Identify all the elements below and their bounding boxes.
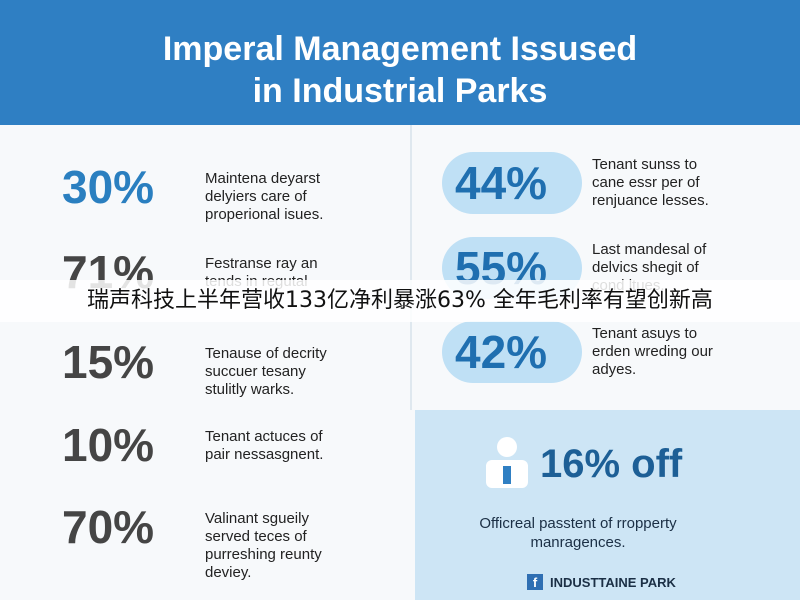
highlight-text: Officreal passtent of rropperty manragen… <box>430 514 726 552</box>
title-line: in Industrial Parks <box>252 72 548 110</box>
stat-text: delvics shegit of <box>592 259 699 276</box>
stat-value: 30% <box>62 161 155 213</box>
stat-value: 15% <box>62 336 155 388</box>
highlight-value: 16% off <box>540 442 683 486</box>
stat-text: Tenant sunss to <box>592 156 698 173</box>
stat-text: Maintena deyarst <box>205 170 321 187</box>
stat-text: erden wreding our <box>592 343 713 360</box>
stat-text: Valinant sgueily <box>205 510 309 527</box>
social-icon: f <box>527 574 543 590</box>
stat-text: Tenause of decrity <box>205 345 327 362</box>
title-line: Imperal Management Issused <box>162 30 638 68</box>
stat-text: succuer tesany <box>205 363 306 380</box>
stat-text: Festranse ray an <box>205 255 318 272</box>
header <box>0 0 800 125</box>
stat-text: delyiers care of <box>205 188 307 205</box>
stat-text: Tenant asuys to <box>592 325 698 342</box>
stat-value: 44% <box>455 157 548 209</box>
text-line: manragences. <box>530 534 626 551</box>
footer-brand: INDUSTTAINE PARK <box>550 575 676 590</box>
stat-text: adyes. <box>592 361 637 378</box>
pill <box>442 321 582 383</box>
stat-text: deviey. <box>205 564 252 581</box>
stat-text: Tenant actuces of <box>205 428 323 445</box>
stat-value: 70% <box>62 501 155 553</box>
caption: 瑞声科技上半年营收133亿净利暴涨63% 全年毛利率有望创新高 <box>0 280 800 322</box>
stat-text: purreshing reunty <box>205 546 322 563</box>
stat-value: 42% <box>455 326 548 378</box>
stat-text: renjuance lesses. <box>592 192 709 209</box>
divider <box>410 125 412 410</box>
stat-text: properional isues. <box>205 206 324 223</box>
stat-text: cane essr per of <box>592 174 700 191</box>
pill <box>442 152 582 214</box>
stat-text: served teces of <box>205 528 307 545</box>
person-icon <box>486 437 528 488</box>
text-line: Officreal passtent of rropperty <box>479 515 677 532</box>
stat-text: Last mandesal of <box>592 241 707 258</box>
highlight-panel <box>415 410 800 600</box>
stat-text: stulitly warks. <box>205 381 295 398</box>
stat-text: pair nessasgnent. <box>205 446 324 463</box>
stat-value: 10% <box>62 419 155 471</box>
